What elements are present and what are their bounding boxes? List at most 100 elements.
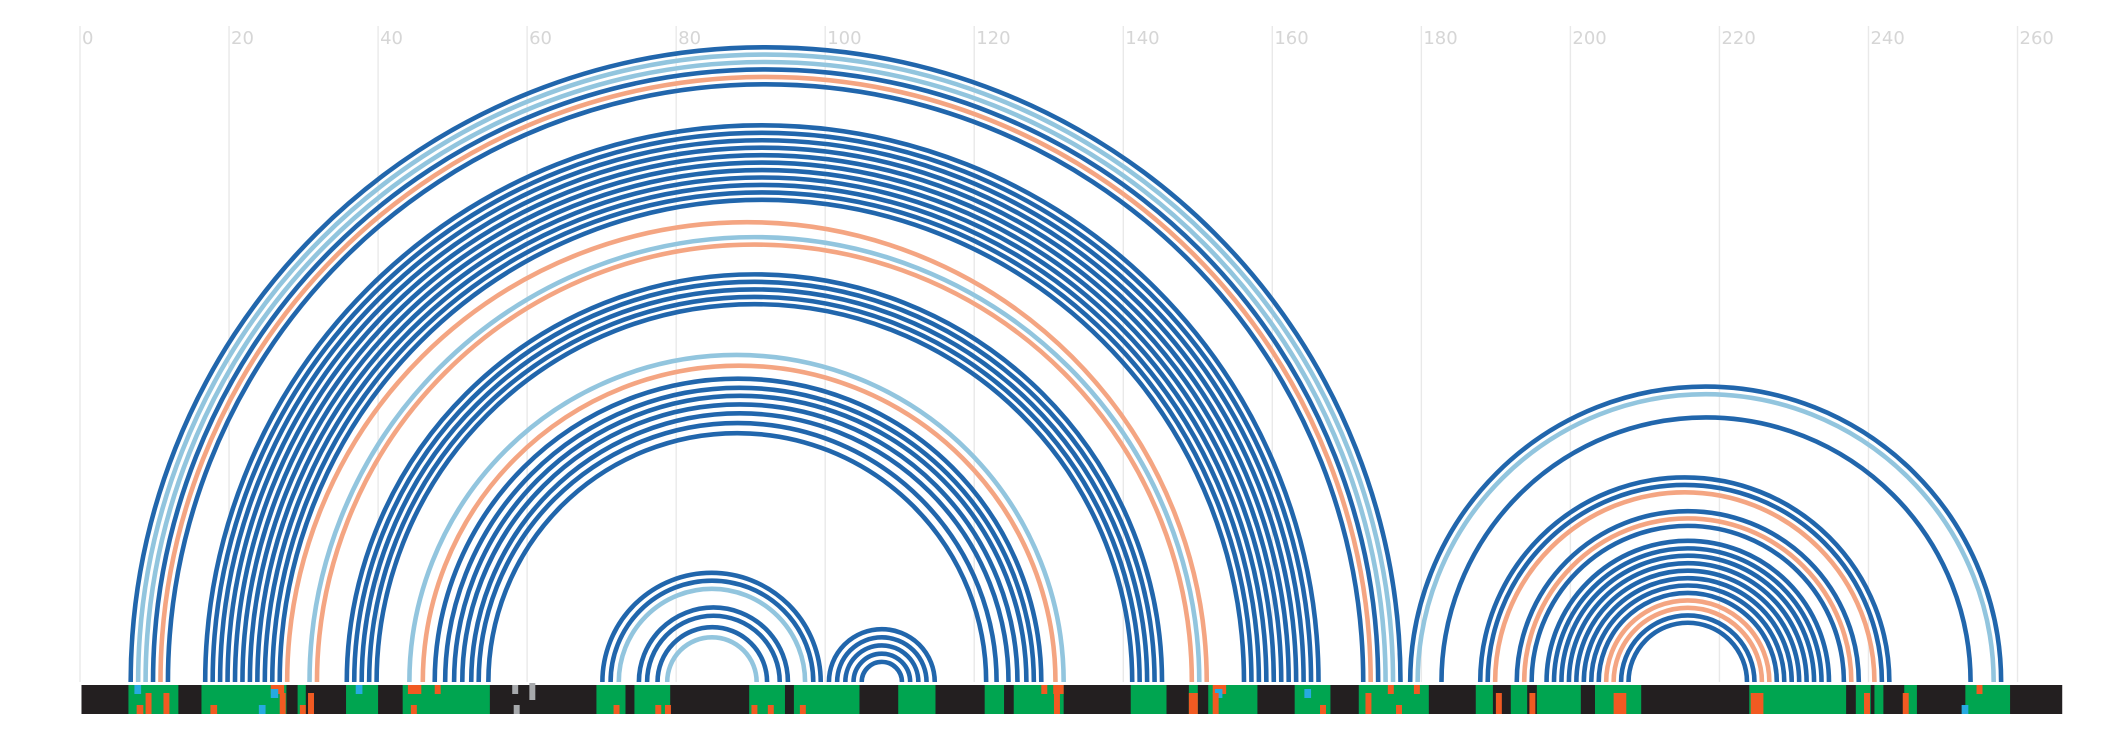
track-mark [299, 705, 306, 714]
base-pair-arc [1544, 538, 1832, 683]
track-mark [1495, 693, 1502, 714]
base-pair-arc [210, 130, 1314, 683]
track-mark [434, 685, 441, 694]
track-mark [1053, 685, 1064, 694]
track-mark [1212, 693, 1219, 714]
base-pair-arc [1551, 546, 1824, 683]
base-pair-arc [851, 651, 913, 683]
track-mark [1529, 693, 1536, 714]
track-mark [407, 685, 422, 694]
paired-region [1475, 685, 1493, 714]
paired-region [297, 685, 306, 714]
tick-label: 100 [827, 28, 861, 49]
tick-label: 140 [1125, 28, 1159, 49]
base-pair-arc [1581, 575, 1795, 683]
tick-label: 0 [82, 28, 93, 49]
base-pair-arc [1559, 553, 1817, 683]
paired-region [1874, 685, 1884, 714]
track-mark [751, 705, 758, 714]
base-pair-arc [307, 234, 1202, 683]
axis-tick-labels: 0 20 40 60 80 100 120 140 160 180 200 220 240 260 [82, 28, 2054, 49]
track-mark [1304, 689, 1312, 698]
track-mark [1961, 705, 1969, 714]
track-mark [767, 705, 774, 714]
track-mark [1613, 693, 1627, 714]
paired-region [1965, 685, 2011, 714]
paired-region [1510, 685, 1528, 714]
tick-label: 220 [1721, 28, 1755, 49]
base-pair-arc [664, 634, 759, 683]
track-mark [163, 693, 170, 714]
tick-label: 180 [1423, 28, 1457, 49]
tick-label: 40 [380, 28, 403, 49]
base-pair-arc [225, 145, 1299, 683]
base-pair-arc [1596, 591, 1780, 683]
base-pair-arc [1477, 475, 1892, 683]
base-pair-arc [1521, 516, 1854, 683]
track-mark [1902, 693, 1909, 714]
track-mark [145, 693, 152, 714]
base-pair-arc [150, 67, 1381, 683]
track-mark [1053, 693, 1060, 714]
paired-region [898, 685, 936, 714]
base-pair-arc [442, 385, 1037, 683]
base-pair-arc [1566, 560, 1809, 683]
paired-region [596, 685, 626, 714]
paired-region [1130, 685, 1167, 714]
track-mark [355, 685, 363, 694]
track-mark [1041, 685, 1048, 694]
tick-label: 260 [2020, 28, 2054, 49]
track-mark [279, 693, 286, 714]
base-pair-arc [247, 167, 1277, 683]
base-pair-arc [420, 363, 1058, 683]
tick-label: 20 [231, 28, 254, 49]
base-pair-arc [608, 578, 816, 683]
tick-label: 240 [1870, 28, 1904, 49]
base-pair-arc [1611, 605, 1765, 683]
base-pair-arc [1439, 415, 1973, 683]
track-mark [308, 693, 314, 714]
base-pair-arc [644, 613, 783, 683]
track-mark [210, 705, 218, 714]
base-pair-arc [1514, 509, 1862, 683]
track-mark [1864, 693, 1870, 714]
base-pair-arc [344, 272, 1165, 683]
track-mark [258, 705, 266, 714]
sequence-track [81, 683, 2063, 714]
tick-label: 200 [1572, 28, 1606, 49]
base-pair-arc [1574, 568, 1802, 683]
base-pair-arc [486, 431, 989, 683]
base-pair-arc [314, 242, 1195, 683]
base-pair-arc [468, 411, 1011, 683]
track-mark [136, 705, 144, 714]
base-pair-arc [636, 605, 791, 683]
base-pair-arc [351, 279, 1157, 683]
tick-label: 80 [678, 28, 701, 49]
base-pair-arc [616, 586, 808, 683]
track-mark [1320, 705, 1326, 714]
base-pair-arc [158, 74, 1373, 683]
track-mark [270, 689, 279, 698]
track-mark [613, 705, 620, 714]
track-mark [410, 705, 417, 714]
base-pair-arcs [131, 47, 2004, 683]
paired-region [1749, 685, 1847, 714]
base-pair-arc [432, 376, 1044, 683]
base-pair-arc [255, 175, 1269, 683]
base-pair-arc [459, 402, 1020, 683]
base-pair-arc [1407, 384, 2004, 683]
track-mark [799, 705, 806, 714]
track-mark [664, 705, 671, 714]
track-mark-gray [512, 685, 519, 694]
base-pair-arc [1529, 523, 1847, 683]
base-pair-arc [859, 659, 905, 683]
base-pair-arc [1618, 613, 1757, 683]
base-pair-arc [374, 302, 1135, 683]
base-pair-arc [476, 420, 999, 683]
track-mark [1188, 693, 1198, 714]
track-mark [1976, 685, 1983, 694]
paired-region [984, 685, 1005, 714]
base-pair-arc [843, 643, 921, 683]
track-mark [1387, 685, 1394, 694]
